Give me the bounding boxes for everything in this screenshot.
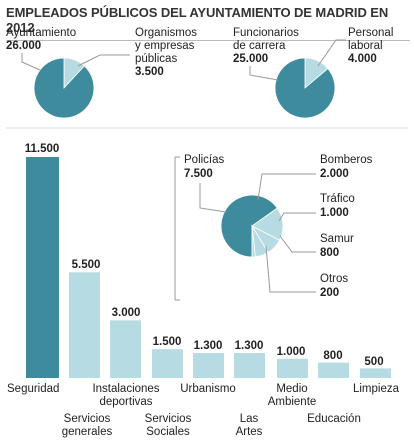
pie3-value-trafico: 1.000	[320, 207, 349, 219]
bar-label-medio-ambiente-2: Ambiente	[267, 396, 317, 408]
bar-label-limpieza: Limpieza	[352, 383, 400, 395]
pie1-value-ayuntamiento: 26.000	[6, 40, 42, 52]
pie2-value-funcionarios: 25.000	[233, 53, 269, 65]
bar-value-medio-ambiente: 1.000	[276, 346, 306, 358]
bar-value-limpieza: 500	[364, 356, 384, 368]
bar-medio-ambiente	[277, 358, 308, 378]
bar-educacion	[318, 362, 349, 378]
pie1-label-organismos-2: y empresas	[135, 40, 195, 52]
pie2-slice-funcionarios-de-carrera	[274, 57, 336, 119]
bar-value-servicios-sociales: 1.500	[152, 336, 182, 348]
bar-value-servicios-generales: 5.500	[71, 259, 101, 271]
bar-label-servicios-generales-2: generales	[61, 426, 113, 438]
pie1-value-organismos: 3.500	[135, 66, 164, 78]
pie1-label-organismos-1: Organismos	[135, 27, 197, 39]
bar-las-artes	[234, 353, 265, 378]
pie3-leader-policias	[199, 183, 227, 213]
pie3-label-trafico: Tráfico	[320, 193, 355, 205]
bar-value-las-artes: 1.300	[234, 340, 264, 352]
bar-servicios-generales	[69, 272, 100, 378]
pie3-label-samur: Samur	[320, 233, 354, 245]
pie1-leader-ayuntamiento	[21, 53, 41, 71]
pie3-value-policias: 7.500	[184, 168, 213, 180]
bar-value-urbanismo: 1.300	[193, 340, 223, 352]
bar-label-medio-ambiente-1: Medio	[276, 383, 308, 395]
bar-label-seguridad: Seguridad	[7, 383, 60, 395]
pie1-label-ayuntamiento: Ayuntamiento	[6, 27, 77, 39]
pie3-label-policias: Policías	[184, 154, 225, 166]
bar-label-servicios-sociales-2: Sociales	[146, 426, 190, 438]
bar-label-instalaciones-1: Instalaciones	[92, 383, 160, 395]
bar-seguridad	[26, 157, 59, 378]
bar-label-instalaciones-2: deportivas	[99, 396, 153, 408]
pie3-leader-samur	[279, 235, 316, 253]
bar-value-seguridad: 11.500	[24, 143, 60, 155]
pie3-label-otros: Otros	[320, 273, 349, 285]
pie2-label-funcionarios-1: Funcionarios	[233, 27, 299, 39]
bar-label-educacion: Educación	[307, 413, 361, 425]
bar-label-las-artes-1: Las	[239, 413, 259, 425]
pie3-value-bomberos: 2.000	[320, 168, 349, 180]
pie3-slice-otros	[251, 225, 256, 258]
pie1-label-organismos-3: públicas	[135, 53, 178, 65]
bar-label-las-artes-2: Artes	[235, 426, 263, 438]
pie2-label-funcionarios-2: de carrera	[233, 40, 286, 52]
pie3-value-samur: 800	[320, 247, 340, 259]
bar-limpieza	[360, 368, 391, 378]
bar-label-servicios-sociales-1: Servicios	[144, 413, 192, 425]
bar-label-urbanismo: Urbanismo	[180, 383, 236, 395]
pie3-leader-bomberos	[257, 173, 316, 201]
pie2-value-personal: 4.000	[348, 53, 377, 65]
bar-urbanismo	[193, 353, 224, 378]
bar-servicios-sociales	[152, 349, 183, 378]
bar-value-instalaciones-deportivas: 3.000	[111, 307, 141, 319]
bar-value-educacion: 800	[323, 350, 343, 362]
bar-instalaciones-deportivas	[110, 320, 141, 378]
pie2-leader-funcionarios	[249, 66, 279, 81]
pie2-label-personal-2: laboral	[348, 40, 383, 52]
pie3-leader-otros	[265, 245, 316, 293]
bar-label-servicios-generales-1: Servicios	[63, 413, 111, 425]
pie3-value-otros: 200	[320, 287, 340, 299]
pie2-label-personal-1: Personal	[348, 27, 394, 39]
pie1-leader-organismos	[77, 54, 130, 67]
chart-title: EMPLEADOS PÚBLICOS DEL AYUNTAMIENTO DE M…	[6, 5, 410, 41]
pie1-slice-ayuntamiento	[33, 57, 95, 119]
pie3-label-bomberos: Bomberos	[320, 154, 373, 166]
pie3-leader-trafico	[278, 212, 316, 222]
pie2-leader-personal	[317, 39, 346, 67]
